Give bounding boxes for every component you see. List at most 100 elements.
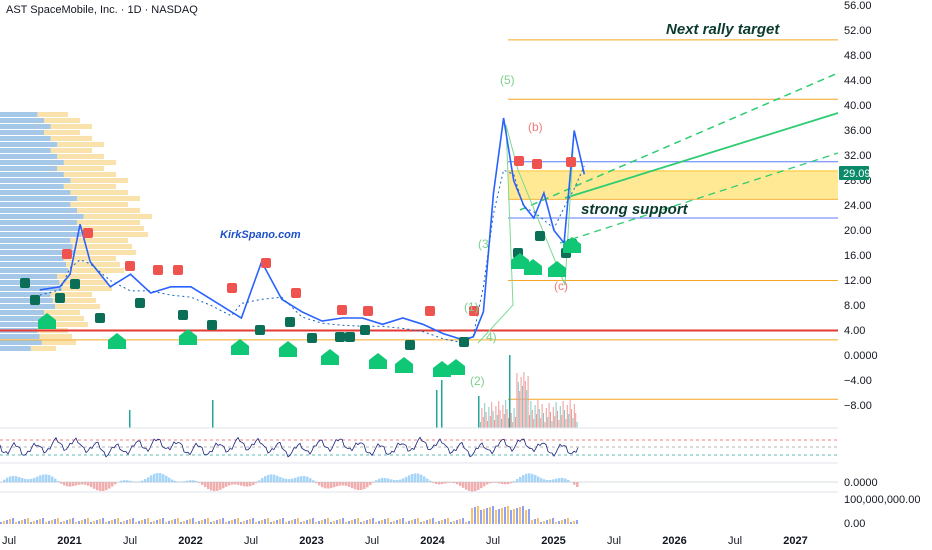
volume-profile-bar <box>77 196 140 201</box>
volume-profile-bar <box>0 226 80 231</box>
momentum-bar <box>522 474 525 483</box>
volume-profile-bar <box>37 112 68 117</box>
sell-signal-marker <box>566 157 576 167</box>
volume-panel-bar <box>144 519 146 524</box>
volume-panel-bar <box>183 521 185 524</box>
volume-bar <box>498 401 500 428</box>
momentum-bar <box>525 473 528 483</box>
volume-panel-bar <box>336 520 338 524</box>
momentum-bar <box>297 476 300 483</box>
momentum-bar <box>387 478 390 483</box>
volume-bar <box>564 410 565 428</box>
x-tick-label: 2026 <box>662 535 686 547</box>
momentum-bar <box>567 479 570 483</box>
volume-bar <box>555 402 557 428</box>
volume-panel-bar <box>249 519 251 524</box>
momentum-bar <box>93 482 96 489</box>
volume-panel-bar <box>321 520 323 524</box>
signal-tag-marker <box>70 279 80 289</box>
volume-bar <box>552 407 554 428</box>
y-tick-label: 48.00 <box>844 50 872 62</box>
momentum-bar <box>204 482 207 488</box>
volume-bar <box>566 405 568 428</box>
volume-panel-bar <box>507 506 509 524</box>
momentum-bar <box>84 482 87 485</box>
momentum-bar <box>357 482 360 491</box>
volume-panel-bar <box>51 520 53 524</box>
volume-bar <box>534 405 536 428</box>
signal-tag-marker <box>30 295 40 305</box>
momentum-bar <box>159 473 162 483</box>
momentum-bar <box>267 474 270 483</box>
momentum-bar <box>99 482 102 492</box>
volume-panel-bar <box>522 506 524 524</box>
momentum-bar <box>9 476 12 483</box>
volume-bar <box>568 414 570 428</box>
watermark-label: KirkSpano.com <box>220 229 301 241</box>
volume-spike-bar <box>212 400 214 428</box>
momentum-bar <box>12 475 15 483</box>
volume-panel-bar <box>384 519 386 524</box>
momentum-bar <box>507 482 510 485</box>
sell-signal-marker <box>62 249 72 259</box>
volume-panel-bar <box>165 522 167 524</box>
volume-panel-bar <box>210 522 212 524</box>
momentum-bar <box>489 482 492 484</box>
y-tick-label: 56.00 <box>844 0 872 12</box>
momentum-bar <box>306 476 309 483</box>
volume-panel-bar <box>540 522 542 524</box>
volume-panel-bar <box>258 521 260 524</box>
momentum-bar <box>237 482 240 485</box>
momentum-bar <box>126 480 129 483</box>
volume-profile-bar <box>83 214 152 219</box>
volume-profile-bar <box>0 118 44 123</box>
signal-tag-marker <box>207 320 217 330</box>
volume-spike-bar <box>478 396 480 428</box>
volume-panel-bar <box>90 522 92 524</box>
volume-panel-bar <box>366 520 368 524</box>
volume-bar <box>523 372 525 428</box>
wave-4-label: 4) <box>486 330 497 344</box>
x-tick-label: 2024 <box>420 535 445 547</box>
volume-panel-bar <box>45 522 47 524</box>
volume-profile-bar <box>0 298 53 303</box>
volume-bar <box>481 408 483 428</box>
momentum-bar <box>354 482 357 490</box>
momentum-bar <box>186 480 189 483</box>
volume-profile-bar <box>0 178 71 183</box>
buy-signal-marker <box>179 329 197 345</box>
sell-signal-marker <box>173 265 183 275</box>
momentum-bar <box>456 482 459 485</box>
volume-panel-bar <box>213 521 215 524</box>
volume-panel-bar <box>498 509 500 524</box>
volume-panel-bar <box>549 519 551 524</box>
sell-signal-marker <box>125 261 135 271</box>
wave-outline <box>477 124 574 344</box>
volume-panel-bar <box>399 519 401 524</box>
volume-panel-bar <box>444 519 446 524</box>
volume-panel-bar <box>471 508 473 524</box>
momentum-bar <box>564 478 567 483</box>
momentum-bar <box>495 482 498 483</box>
buy-signal-marker <box>395 357 413 373</box>
volume-panel-bar <box>567 518 569 524</box>
volume-bar <box>538 409 540 428</box>
volume-bar <box>537 400 539 428</box>
momentum-bar <box>150 475 153 483</box>
volume-bar <box>519 391 521 428</box>
volume-bar <box>545 408 547 428</box>
volume-axis-label-zero: 0.00 <box>844 518 865 530</box>
volume-panel-bar <box>234 519 236 524</box>
volume-panel-bar <box>159 519 161 524</box>
volume-panel-bar <box>207 518 209 524</box>
momentum-bar <box>192 480 195 483</box>
volume-panel-bar <box>489 507 491 524</box>
volume-panel-bar <box>309 519 311 524</box>
volume-panel-bar <box>57 518 59 524</box>
volume-profile-bar <box>0 202 71 207</box>
volume-profile-bar <box>0 340 42 345</box>
volume-panel-bar <box>30 522 32 524</box>
momentum-bar <box>270 474 273 483</box>
volume-bar <box>488 407 490 428</box>
